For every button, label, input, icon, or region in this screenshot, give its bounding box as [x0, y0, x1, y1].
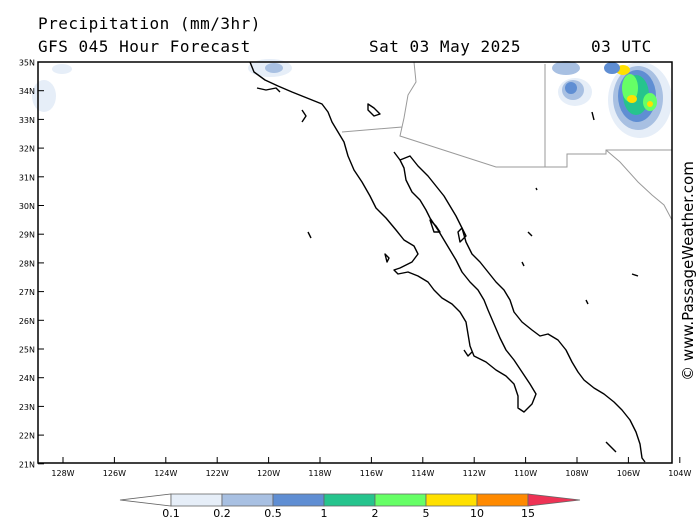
- island: [521, 261, 525, 267]
- map-area: [32, 59, 673, 464]
- island: [535, 187, 538, 191]
- precip-blob-heavy: [604, 62, 620, 74]
- lat-label: 32N: [19, 145, 35, 154]
- mainland-coastline: [399, 155, 646, 463]
- lon-label: 116W: [360, 469, 383, 478]
- lon-label: 122W: [206, 469, 229, 478]
- legend-swatch: [476, 493, 529, 507]
- precip-blob-mid: [552, 61, 580, 75]
- lon-label: 104W: [668, 469, 691, 478]
- precip-blob-heavy: [565, 82, 577, 94]
- lat-label: 25N: [19, 346, 35, 355]
- lat-label: 33N: [19, 116, 35, 125]
- precip-blob-yellow: [647, 101, 653, 107]
- island: [527, 231, 533, 237]
- lat-label: 35N: [19, 59, 35, 68]
- precip-blob-mid: [265, 63, 283, 73]
- precip-blob-light: [52, 64, 72, 74]
- latitude-axis: 35N 34N 33N 32N 31N 30N 29N 28N 27N 26N 25N 24N 23N 2…: [19, 59, 44, 469]
- legend-tick-label: 0.5: [264, 507, 282, 520]
- legend-swatch: [221, 493, 274, 507]
- legend-tick-label: 5: [423, 507, 430, 520]
- island: [301, 109, 307, 123]
- lat-label: 26N: [19, 317, 35, 326]
- legend-tick-label: 0.2: [213, 507, 231, 520]
- precip-blob-lime: [622, 74, 638, 102]
- island: [256, 87, 281, 93]
- lon-label: 110W: [514, 469, 537, 478]
- island: [591, 111, 595, 121]
- legend-swatch: [425, 493, 478, 507]
- island: [463, 349, 473, 357]
- lon-label: 108W: [565, 469, 588, 478]
- color-legend: 0.1 0.2 0.5 1 2 5 10 15: [119, 493, 581, 520]
- baja-coastline: [249, 61, 537, 413]
- lat-label: 27N: [19, 288, 35, 297]
- island: [307, 231, 312, 239]
- precip-blob-light: [32, 80, 56, 112]
- lon-label: 126W: [103, 469, 126, 478]
- watermark-container: © www.PassageWeather.com: [676, 142, 700, 400]
- lon-label: 114W: [411, 469, 434, 478]
- precip-field: [32, 59, 672, 138]
- island: [585, 299, 589, 305]
- lon-label: 112W: [463, 469, 486, 478]
- island: [457, 227, 467, 243]
- island: [384, 253, 390, 263]
- legend-tick-label: 10: [470, 507, 484, 520]
- state-boundary: [605, 149, 673, 221]
- state-boundary: [341, 61, 417, 133]
- coastline: [249, 61, 646, 463]
- forecast-time: 03 UTC: [591, 37, 652, 56]
- legend-swatch: [323, 493, 376, 507]
- lat-label: 23N: [19, 403, 35, 412]
- map-frame: [37, 61, 673, 464]
- map-title: Precipitation (mm/3hr): [38, 14, 261, 33]
- legend-tick-label: 1: [321, 507, 328, 520]
- state-boundary: [545, 149, 672, 168]
- state-boundary: [399, 64, 546, 168]
- political-boundaries: [341, 61, 673, 221]
- lon-label: 128W: [51, 469, 74, 478]
- island: [605, 441, 617, 453]
- lon-label: 106W: [617, 469, 640, 478]
- legend-tick-label: 15: [521, 507, 535, 520]
- lon-label: 124W: [154, 469, 177, 478]
- legend-tick-label: 2: [372, 507, 379, 520]
- legend-high-arrow: [527, 493, 581, 507]
- lon-label: 120W: [257, 469, 280, 478]
- legend-swatch: [170, 493, 223, 507]
- precip-blob-yellow: [627, 95, 637, 103]
- lat-label: 24N: [19, 374, 35, 383]
- lat-label: 30N: [19, 202, 35, 211]
- lat-label: 22N: [19, 432, 35, 441]
- lon-label: 118W: [308, 469, 331, 478]
- legend-swatch: [272, 493, 325, 507]
- island: [429, 219, 441, 233]
- longitude-axis: 128W 126W 124W 122W 120W 118W 116W 114W 112W 110W…: [51, 457, 691, 478]
- forecast-date: Sat 03 May 2025: [369, 37, 521, 56]
- watermark-text: © www.PassageWeather.com: [679, 161, 697, 381]
- lat-label: 29N: [19, 231, 35, 240]
- legend-low-arrow: [119, 493, 172, 507]
- forecast-subtitle: GFS 045 Hour Forecast: [38, 37, 251, 56]
- lat-label: 21N: [19, 460, 35, 469]
- legend-tick-label: 0.1: [162, 507, 180, 520]
- legend-swatch: [374, 493, 427, 507]
- lat-label: 28N: [19, 259, 35, 268]
- lat-label: 34N: [19, 87, 35, 96]
- island: [631, 273, 639, 277]
- island: [367, 103, 381, 117]
- lat-label: 31N: [19, 173, 35, 182]
